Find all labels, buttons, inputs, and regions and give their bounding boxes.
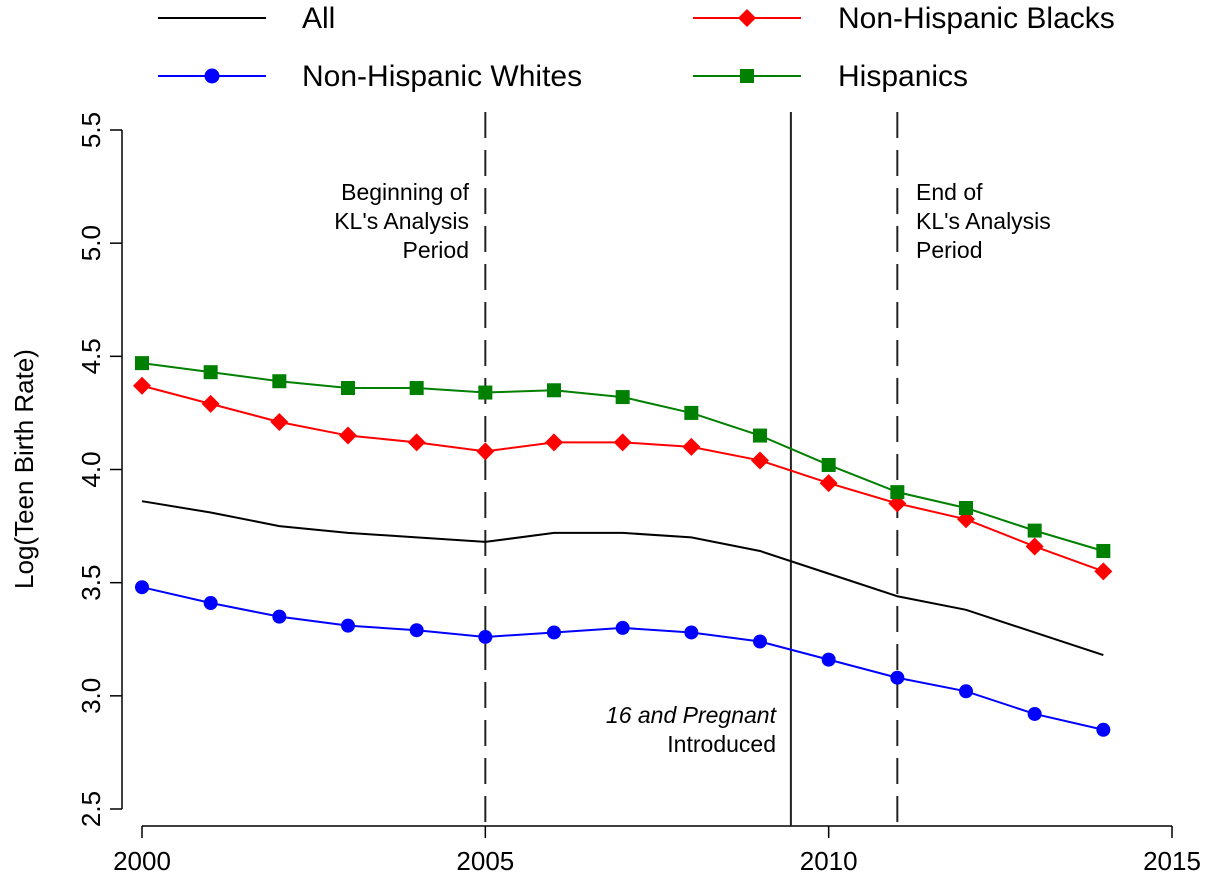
annotation-beginning-line1: Beginning of: [341, 179, 469, 205]
y-tick-label: 3.0: [76, 678, 106, 714]
legend-marker-diamond: [738, 9, 756, 27]
data-point-diamond: [819, 474, 838, 493]
data-point-square: [615, 390, 630, 405]
data-point-diamond: [545, 433, 563, 452]
y-tick-label: 4.0: [76, 451, 106, 487]
y-ticks: 2.5 3.0 3.5 4.0 4.5 5.0 5.5: [76, 112, 122, 827]
legend: All Non-Hispanic Blacks Non-Hispanic Whi…: [158, 2, 1115, 93]
legend-label-whites: Non-Hispanic Whites: [302, 60, 582, 93]
annotation-beginning-line2: KL's Analysis: [334, 208, 469, 234]
data-point-diamond: [751, 451, 769, 470]
data-point-circle: [341, 618, 355, 633]
data-point-square: [341, 381, 355, 396]
data-point-square: [478, 385, 493, 400]
data-point-square: [409, 381, 424, 396]
data-point-square: [684, 405, 699, 420]
annotation-beginning-line3: Period: [403, 237, 469, 263]
data-point-circle: [615, 620, 630, 635]
y-tick-label: 2.5: [76, 791, 106, 827]
data-point-circle: [959, 684, 973, 699]
annotation-16-and-pregnant: 16 and Pregnant: [606, 702, 778, 728]
y-tick-label: 5.5: [76, 112, 106, 148]
data-point-circle: [203, 596, 218, 611]
data-point-square: [203, 365, 218, 380]
data-point-square: [547, 383, 561, 398]
data-point-square: [1096, 543, 1111, 558]
data-point-diamond: [201, 394, 220, 413]
data-point-diamond: [682, 437, 701, 456]
data-point-circle: [547, 625, 561, 640]
data-point-circle: [821, 652, 836, 667]
x-tick-label: 2010: [800, 846, 858, 876]
series-layer: [133, 356, 1113, 737]
data-point-square: [272, 374, 287, 389]
data-point-circle: [684, 625, 699, 640]
x-tick-label: 2000: [113, 846, 171, 876]
data-point-circle: [478, 629, 493, 644]
data-point-square: [890, 485, 905, 500]
series-line-non-hispanic-blacks: [141, 384, 1104, 573]
data-point-circle: [753, 634, 767, 649]
y-axis-title: Log(Teen Birth Rate): [9, 349, 39, 589]
data-point-diamond: [407, 433, 426, 452]
legend-marker-circle: [204, 68, 220, 84]
legend-label-hispanics: Hispanics: [838, 60, 968, 93]
data-point-diamond: [613, 433, 632, 452]
data-point-square: [753, 428, 767, 443]
reference-lines: [484, 112, 899, 826]
data-point-square: [959, 500, 973, 515]
series-line-all: [141, 500, 1104, 657]
data-point-circle: [135, 580, 149, 595]
annotation-end-line3: Period: [916, 237, 982, 263]
annotation-end-line2: KL's Analysis: [916, 208, 1051, 234]
data-point-square: [1027, 523, 1042, 538]
data-point-square: [821, 457, 836, 472]
data-point-diamond: [1025, 537, 1044, 556]
data-point-diamond: [339, 426, 357, 445]
data-point-circle: [409, 623, 424, 638]
y-tick-label: 5.0: [76, 225, 106, 261]
data-point-diamond: [1094, 562, 1113, 581]
data-point-circle: [890, 670, 905, 685]
legend-label-all: All: [302, 2, 335, 35]
annotation-end-line1: End of: [916, 179, 983, 205]
y-tick-label: 3.5: [76, 565, 106, 601]
y-tick-label: 4.5: [76, 338, 106, 374]
data-point-circle: [272, 609, 287, 624]
legend-marker-square: [740, 69, 754, 83]
data-point-diamond: [133, 376, 151, 395]
x-tick-label: 2015: [1143, 846, 1201, 876]
legend-label-blacks: Non-Hispanic Blacks: [838, 2, 1115, 35]
annotations: Beginning of KL's Analysis Period End of…: [334, 179, 1051, 757]
data-point-circle: [1096, 722, 1111, 737]
data-point-diamond: [270, 412, 289, 431]
data-point-square: [135, 356, 149, 371]
annotation-introduced: Introduced: [667, 731, 776, 757]
data-point-circle: [1027, 706, 1042, 721]
x-tick-label: 2005: [456, 846, 514, 876]
x-ticks: 2000 2005 2010 2015: [113, 826, 1201, 876]
data-point-diamond: [476, 442, 495, 461]
axes: 2.5 3.0 3.5 4.0 4.5 5.0 5.5 2000 2005 2010 2015 L…: [9, 112, 1201, 876]
